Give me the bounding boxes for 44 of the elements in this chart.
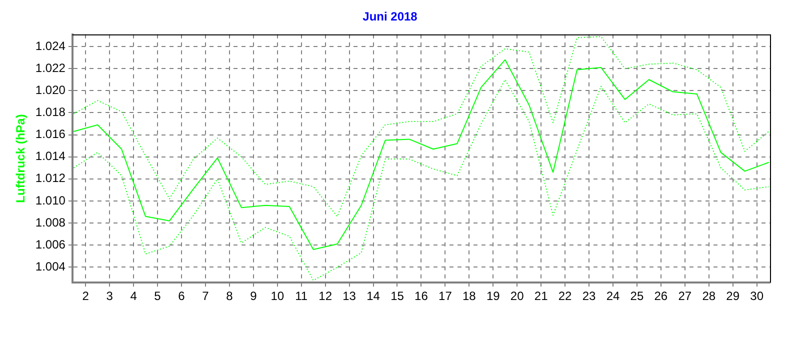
x-tick-label: 20: [510, 289, 524, 304]
x-tick-label: 4: [130, 289, 138, 304]
line-series: [73, 36, 770, 217]
x-tick-label: 13: [342, 289, 356, 304]
x-tick-label: 24: [606, 289, 620, 304]
x-tick-label: 3: [106, 289, 114, 304]
x-tick-label: 11: [295, 289, 308, 304]
x-tick-label: 16: [414, 289, 428, 304]
x-tick-label: 8: [226, 289, 234, 304]
y-tick-label: 1.020: [35, 82, 66, 97]
x-tick-label: 26: [654, 289, 668, 304]
y-tick-label: 1.024: [35, 38, 66, 53]
x-tick-label: 2: [82, 289, 90, 304]
y-tick-label: 1.004: [35, 259, 66, 274]
x-tick-label: 19: [486, 289, 500, 304]
y-tick-label: 1.006: [35, 237, 66, 252]
x-tick-label: 14: [366, 289, 380, 304]
x-tick-label: 17: [438, 289, 452, 304]
x-tick-label: 22: [558, 289, 572, 304]
y-tick-label: 1.014: [35, 149, 66, 164]
x-tick-label: 27: [678, 289, 692, 304]
y-tick-label: 1.008: [35, 215, 66, 230]
x-tick-label: 23: [582, 289, 596, 304]
x-tick-label: 28: [702, 289, 716, 304]
x-tick-label: 29: [726, 289, 740, 304]
x-tick-label: 12: [318, 289, 332, 304]
x-tick-label: 25: [630, 289, 644, 304]
y-tick-label: 1.022: [35, 60, 66, 75]
x-tick-label: 21: [534, 289, 548, 304]
x-tick-label: 9: [250, 289, 258, 304]
y-axis-title: Luftdruck (hPa): [14, 114, 28, 203]
x-tick-label: 7: [202, 289, 210, 304]
chart-title: Juni 2018: [362, 10, 418, 24]
line-series: [73, 79, 770, 281]
x-tick-label: 18: [462, 289, 476, 304]
y-tick-label: 1.012: [35, 171, 66, 186]
y-tick-label: 1.010: [35, 193, 66, 208]
y-tick-label: 1.018: [35, 105, 66, 120]
x-tick-label: 5: [154, 289, 162, 304]
x-tick-label: 15: [390, 289, 404, 304]
x-tick-label: 6: [178, 289, 186, 304]
x-tick-label: 30: [750, 289, 764, 304]
y-tick-label: 1.016: [35, 127, 66, 142]
x-tick-label: 10: [270, 289, 284, 304]
